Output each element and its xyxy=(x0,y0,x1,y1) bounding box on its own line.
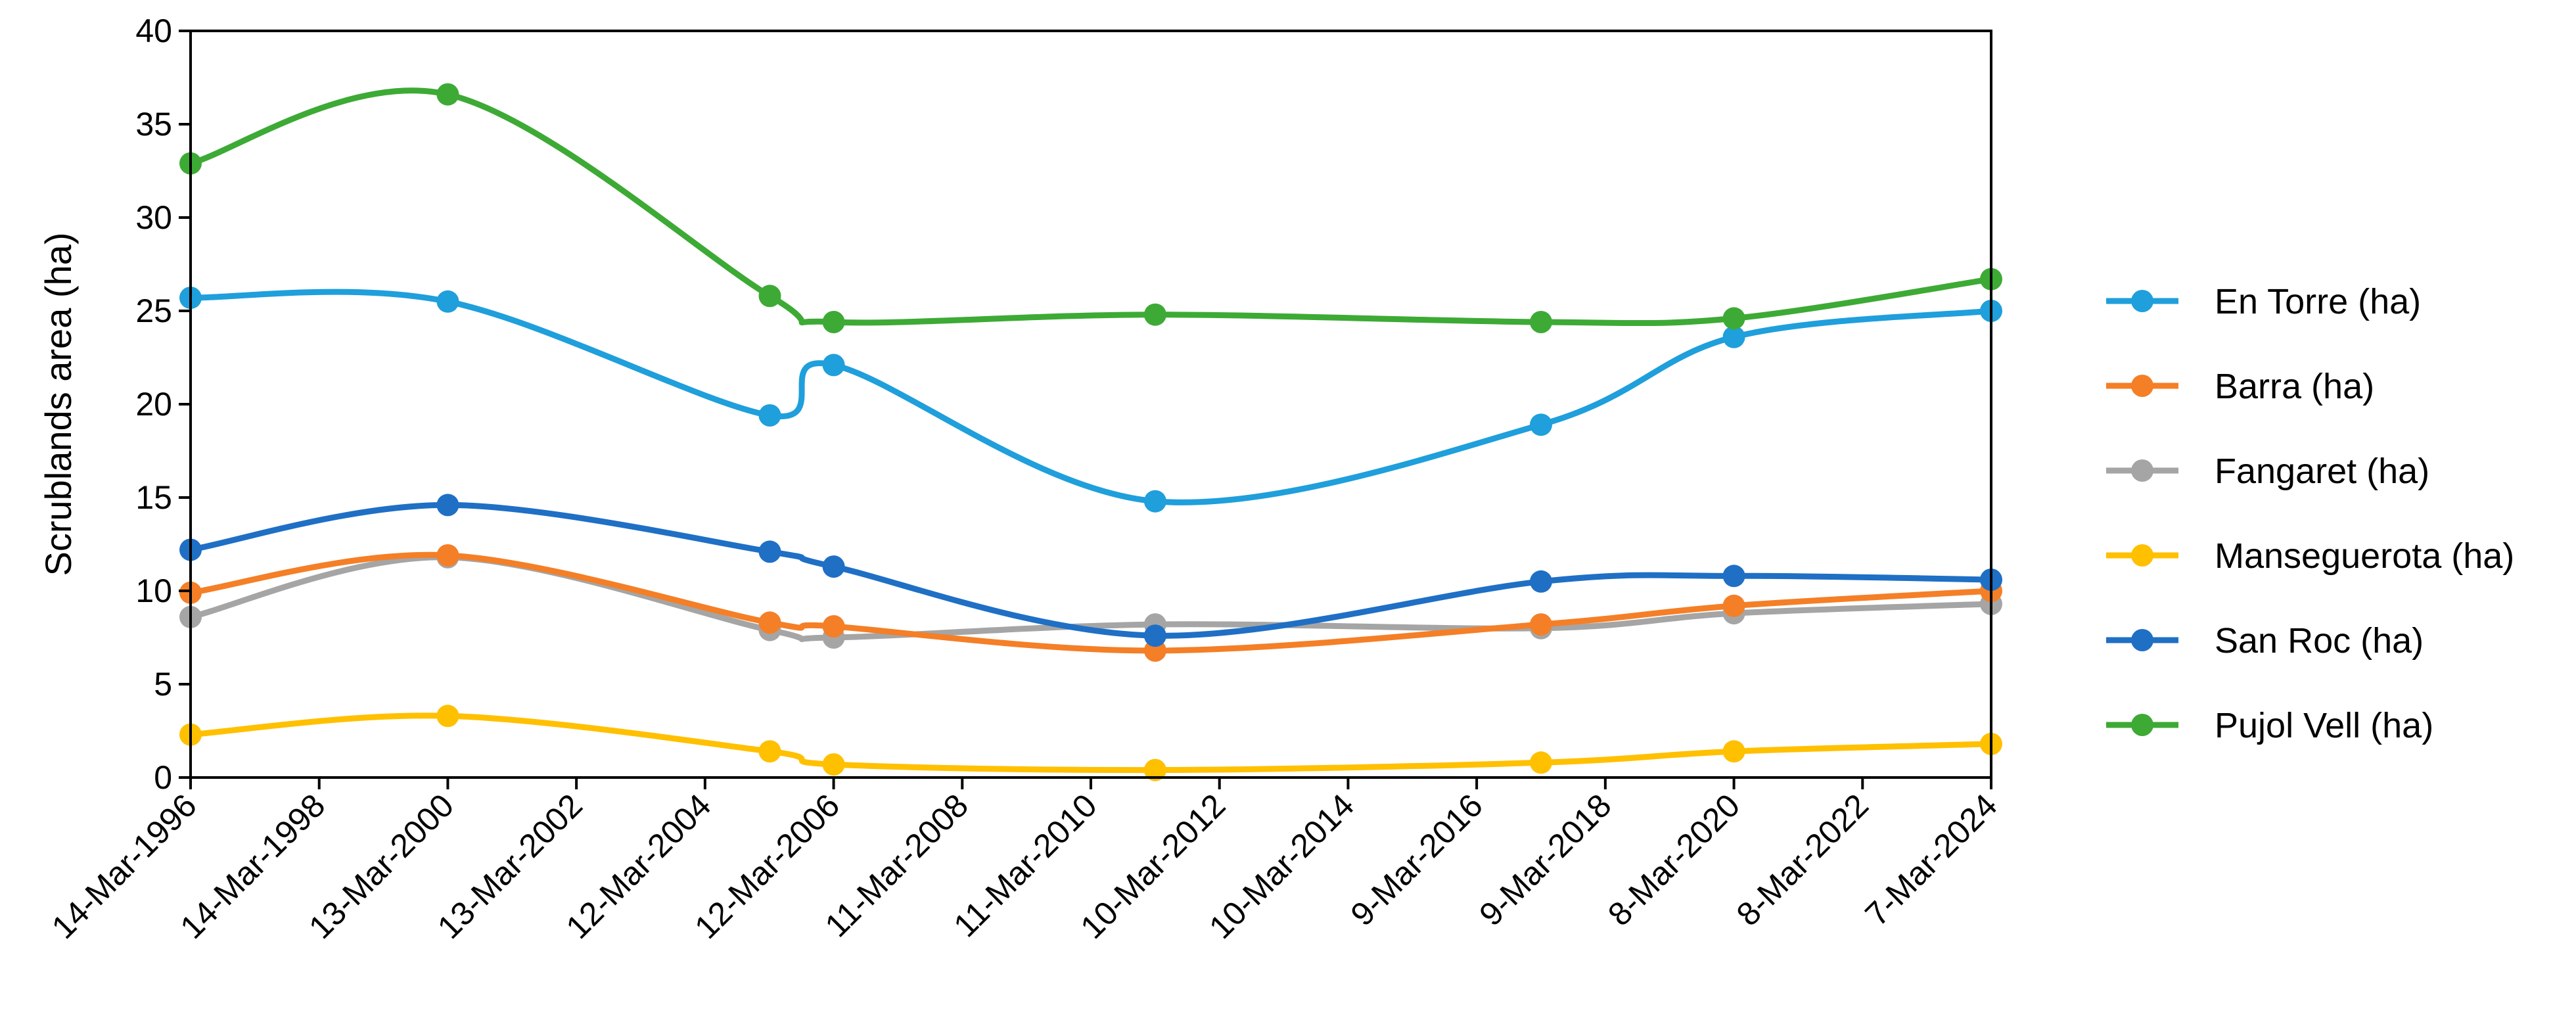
series-pujol-vell xyxy=(179,83,2002,333)
data-point-en-torre xyxy=(1530,413,1552,436)
legend-label: En Torre (ha) xyxy=(2215,282,2421,321)
series-line-barra xyxy=(187,551,1994,654)
plot-marks xyxy=(179,83,2002,781)
data-point-pujol-vell xyxy=(436,83,459,106)
data-point-pujol-vell xyxy=(758,285,781,308)
legend-label: Fangaret (ha) xyxy=(2215,452,2429,491)
series-line-fangaret xyxy=(187,554,1994,643)
y-tick-label: 25 xyxy=(135,292,172,329)
data-point-san-roc xyxy=(758,540,781,563)
plot-area-border xyxy=(189,30,1992,779)
data-point-en-torre xyxy=(1143,490,1166,513)
data-point-barra xyxy=(822,615,845,638)
data-point-manseguerota xyxy=(1143,758,1166,781)
data-point-manseguerota xyxy=(758,740,781,763)
series-en-torre xyxy=(179,287,2002,513)
data-point-en-torre xyxy=(436,290,459,313)
data-point-en-torre xyxy=(822,354,845,377)
x-tick-label: 8-Mar-2020 xyxy=(1601,787,1747,933)
data-point-san-roc xyxy=(822,555,845,578)
series-line-pujol-vell xyxy=(187,87,1994,327)
axes xyxy=(189,30,1992,779)
data-point-manseguerota xyxy=(1722,740,1745,763)
y-tick-label: 15 xyxy=(135,479,172,516)
legend-marker-swatch xyxy=(2131,544,2153,567)
legend-marker-swatch xyxy=(2131,629,2153,651)
y-tick-label: 5 xyxy=(154,666,172,703)
legend-item: Pujol Vell (ha) xyxy=(2106,706,2433,745)
series-barra xyxy=(179,544,2002,662)
series-san-roc xyxy=(179,494,2002,647)
data-point-barra xyxy=(1722,594,1745,617)
y-tick-label: 35 xyxy=(135,106,172,143)
y-tick-label: 30 xyxy=(135,199,172,236)
legend-marker-swatch xyxy=(2131,290,2153,312)
legend-label: Pujol Vell (ha) xyxy=(2215,706,2433,745)
data-point-barra xyxy=(1530,613,1552,636)
data-point-pujol-vell xyxy=(822,311,845,333)
data-point-san-roc xyxy=(1722,565,1745,588)
data-point-san-roc xyxy=(1530,570,1552,593)
y-tick-label: 10 xyxy=(135,572,172,609)
legend-item: San Roc (ha) xyxy=(2106,621,2424,661)
data-point-san-roc xyxy=(436,494,459,517)
legend-label: Manseguerota (ha) xyxy=(2215,536,2514,576)
data-point-san-roc xyxy=(1143,624,1166,647)
data-point-pujol-vell xyxy=(1722,307,1745,330)
x-axis-ticks: 14-Mar-199614-Mar-199813-Mar-200013-Mar-… xyxy=(45,778,2004,946)
y-tick-label: 0 xyxy=(154,759,172,796)
y-tick-label: 20 xyxy=(135,386,172,423)
legend-label: San Roc (ha) xyxy=(2215,621,2424,661)
data-point-manseguerota xyxy=(436,705,459,728)
x-tick-label: 9-Mar-2016 xyxy=(1344,787,1490,933)
y-tick-label: 40 xyxy=(135,12,172,49)
series-line-en-torre xyxy=(187,289,1994,505)
legend-item: Barra (ha) xyxy=(2106,367,2374,406)
legend-label: Barra (ha) xyxy=(2215,367,2374,406)
legend-marker-swatch xyxy=(2131,459,2153,482)
data-point-pujol-vell xyxy=(1143,303,1166,326)
x-tick-label: 8-Mar-2022 xyxy=(1730,787,1875,933)
legend-item: Fangaret (ha) xyxy=(2106,452,2429,491)
series-line-manseguerota xyxy=(187,712,1994,774)
legend-item: Manseguerota (ha) xyxy=(2106,536,2514,576)
x-tick-label: 7-Mar-2024 xyxy=(1858,787,2004,933)
x-tick-label: 9-Mar-2018 xyxy=(1472,787,1618,933)
legend-item: En Torre (ha) xyxy=(2106,282,2421,321)
data-point-en-torre xyxy=(758,404,781,427)
data-point-barra xyxy=(758,611,781,634)
data-point-barra xyxy=(436,544,459,567)
data-point-manseguerota xyxy=(822,753,845,776)
data-point-manseguerota xyxy=(1530,751,1552,774)
series-manseguerota xyxy=(179,705,2002,781)
series-line-san-roc xyxy=(187,501,1994,639)
legend: En Torre (ha) Barra (ha) Fangaret (ha) Mans… xyxy=(2106,282,2514,745)
legend-marker-swatch xyxy=(2131,375,2153,397)
legend-marker-swatch xyxy=(2131,714,2153,736)
data-point-pujol-vell xyxy=(1530,311,1552,333)
y-axis-ticks: 0 5 10 15 20 25 30 35 40 xyxy=(135,12,191,796)
data-point-en-torre xyxy=(1722,325,1745,348)
y-axis-title: Scrublands area (ha) xyxy=(37,233,79,576)
